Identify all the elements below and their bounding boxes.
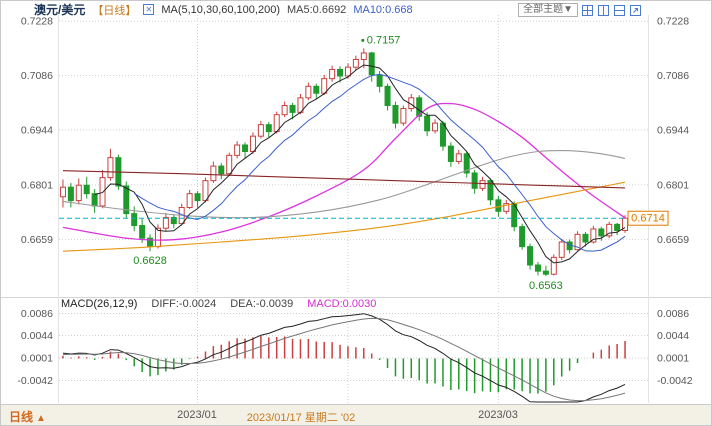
ma10-value: MA10:0.668 (353, 3, 413, 16)
svg-text:0.0044: 0.0044 (21, 330, 53, 342)
dea-line (62, 317, 626, 402)
ma60-line (62, 149, 626, 219)
ma-lines-layer (62, 64, 626, 264)
expand-window-icon[interactable] (629, 4, 642, 17)
period-tag: 【日线】 (92, 4, 137, 17)
layout-split-vertical-icon[interactable] (597, 4, 610, 17)
layout-split-horizontal-icon[interactable] (613, 4, 626, 17)
ma200-line (62, 170, 626, 189)
macd-bar-value: MACD:0.0030 (307, 298, 377, 310)
triangle-up-icon: ▲ (36, 413, 46, 424)
svg-text:0.0044: 0.0044 (657, 330, 689, 342)
svg-text:-0.0042: -0.0042 (657, 375, 693, 387)
layout-grid-2x2-icon[interactable] (581, 4, 594, 17)
frame-lines (1, 15, 711, 403)
svg-text:0.0086: 0.0086 (21, 308, 53, 320)
ma5-value: MA5:0.6692 (286, 3, 347, 16)
svg-text:0.0086: 0.0086 (657, 308, 689, 320)
svg-text:-0.0042: -0.0042 (17, 375, 53, 387)
low-annotation-1: 0.6628 (133, 255, 167, 267)
svg-text:0.6944: 0.6944 (657, 125, 689, 137)
svg-text:0.6801: 0.6801 (657, 179, 689, 191)
gridlines-layer (59, 15, 648, 403)
ma-settings-label: MA(5,10,30,60,100,200) (161, 3, 280, 16)
themes-dropdown[interactable]: 全部主题▼ (518, 3, 578, 17)
high-annotation: 0.7157 (367, 34, 401, 46)
macd-header: MACD(26,12,9) DIFF:-0.0024 DEA:-0.0039 M… (61, 298, 376, 310)
macd-settings-label: MACD(26,12,9) (61, 298, 138, 310)
high-marker-dot (361, 38, 365, 42)
current-price-layer: 0.6714 (59, 210, 669, 226)
macd-diff-value: DIFF:-0.0024 (151, 298, 217, 310)
annotations-layer: 0.7157 0.6628 0.6563 (133, 34, 562, 292)
period-selector[interactable]: 日线 ▲ (9, 408, 46, 425)
candles-layer (59, 48, 629, 277)
macd-dea-value: DEA:-0.0039 (230, 298, 294, 310)
x-axis-label-january: 2023/01 (177, 409, 217, 421)
svg-text:0.7228: 0.7228 (21, 16, 53, 28)
ma100-line (62, 181, 626, 252)
diff-line (62, 313, 626, 403)
current-price-label: 0.6714 (631, 213, 665, 225)
low-annotation-2: 0.6563 (529, 280, 563, 292)
current-price-box (627, 210, 669, 226)
symbol-title: 澳元/美元 (34, 3, 86, 17)
ma10-line (133, 73, 626, 252)
svg-text:0.7086: 0.7086 (657, 70, 689, 82)
ma5-line (94, 64, 626, 264)
svg-text:0.7086: 0.7086 (21, 70, 53, 82)
axis-labels-layer: 0.7228 0.7228 0.7086 0.7086 0.6944 0.6944 0.68… (17, 16, 692, 387)
svg-text:0.7228: 0.7228 (657, 16, 689, 28)
period-selector-label: 日线 (9, 410, 34, 424)
svg-text:0.6801: 0.6801 (21, 179, 53, 191)
ma30-line (62, 102, 626, 241)
close-indicator-icon[interactable]: ✕ (143, 4, 155, 15)
main-chart-header: 澳元/美元 【日线】 ✕ MA(5,10,30,60,100,200) MA5:… (1, 1, 711, 18)
crosshair-date-label: 2023/01/17 星期二 '02 (246, 412, 356, 424)
time-axis-bar: 日线 ▲ 2023/01 2023/01/17 星期二 '02 2023/03 (1, 404, 711, 425)
svg-text:0.6659: 0.6659 (21, 234, 53, 246)
macd-layer (62, 313, 626, 403)
svg-text:0.6944: 0.6944 (21, 125, 53, 137)
svg-text:0.0001: 0.0001 (21, 352, 53, 364)
header-controls: 全部主题▼ (518, 3, 642, 17)
svg-text:0.0001: 0.0001 (657, 352, 689, 364)
svg-text:0.6659: 0.6659 (657, 234, 689, 246)
x-axis-label-march: 2023/03 (478, 409, 518, 421)
